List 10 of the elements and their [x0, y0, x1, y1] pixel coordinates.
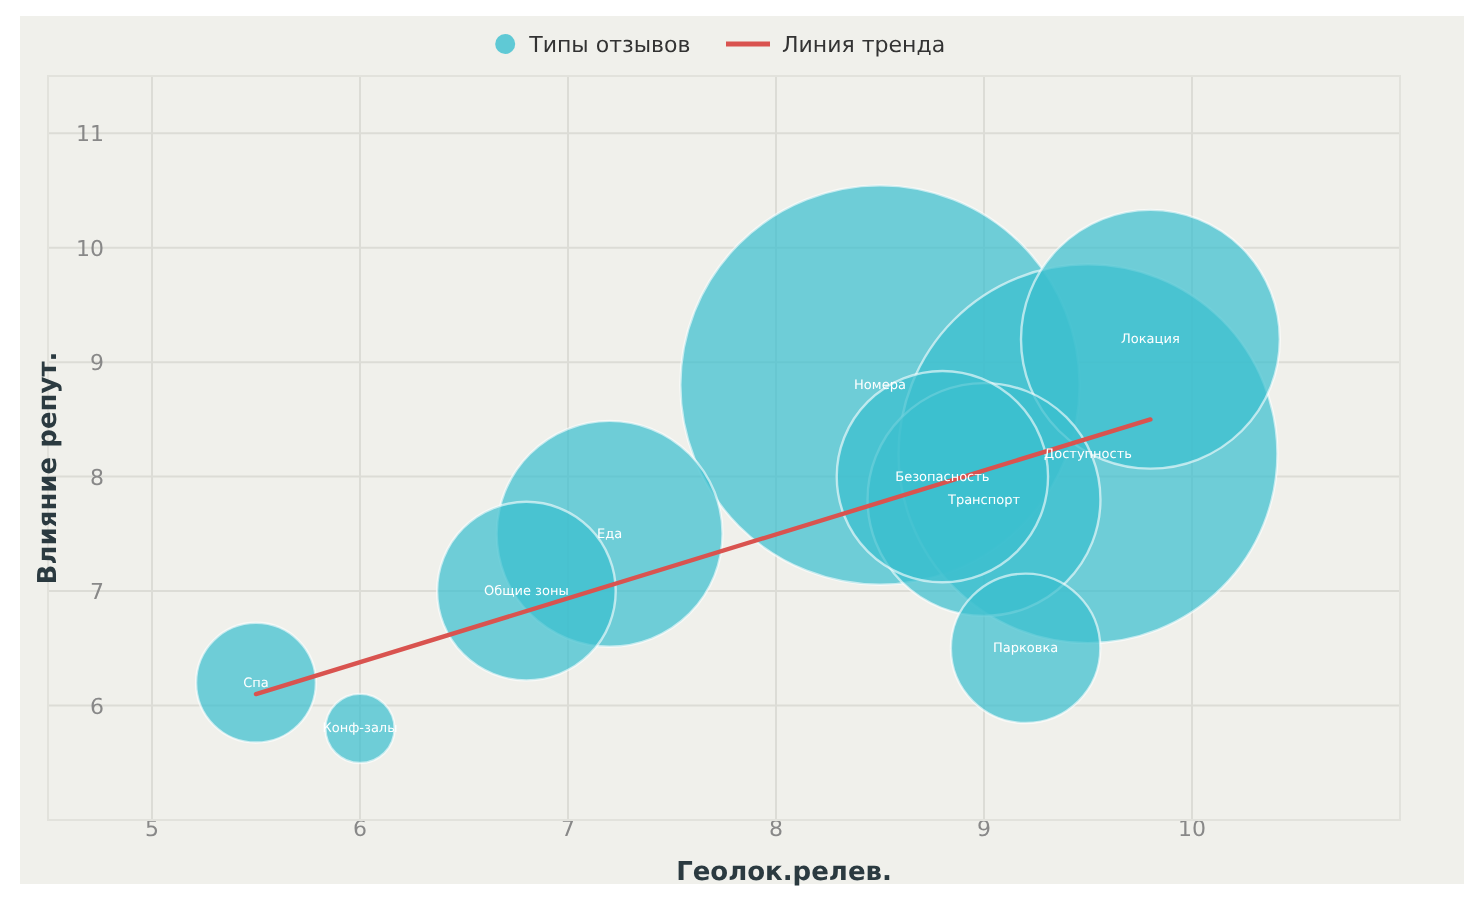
y-tick-label: 11: [76, 121, 104, 148]
y-tick-label: 10: [76, 235, 104, 262]
y-axis-title: Влияние репут.: [34, 351, 64, 585]
legend-label: Линия тренда: [782, 32, 946, 58]
legend-label: Типы отзывов: [527, 32, 691, 58]
y-tick-label: 7: [90, 579, 104, 606]
y-tick-label: 8: [90, 464, 104, 491]
y-tick-label: 6: [90, 693, 104, 720]
x-axis-title: Геолок.релев.: [676, 858, 892, 888]
y-tick-label: 9: [90, 350, 104, 377]
